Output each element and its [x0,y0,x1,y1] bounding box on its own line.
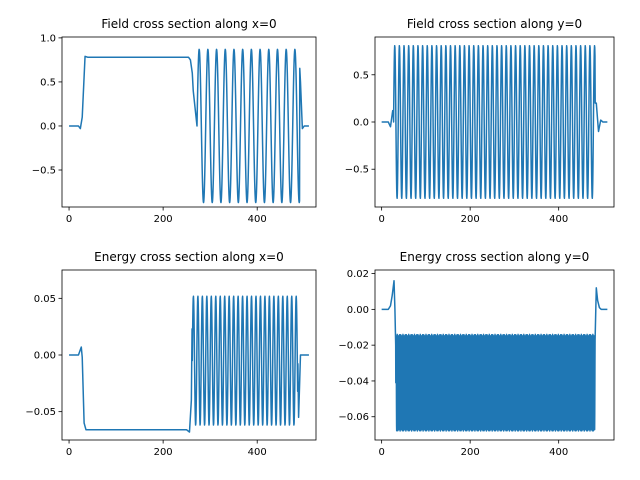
x-tick-label: 0 [66,214,72,225]
y-tick-label: −0.5 [32,166,56,177]
series-line-1 [68,48,310,204]
series-line-1 [381,44,608,200]
x-tick-label: 0 [378,214,384,225]
x-tick-label: 400 [248,447,267,458]
x-tick-label: 400 [549,447,568,458]
y-tick-label: 1.0 [40,33,56,44]
y-tick-label: 0.00 [347,305,369,316]
x-tick-label: 200 [154,214,173,225]
x-tick-label: 200 [154,447,173,458]
y-tick-label: 0.0 [40,121,56,132]
chart-title: Field cross section along x=0 [101,17,276,31]
chart-title: Field cross section along y=0 [407,17,582,31]
y-tick-label: 0.02 [347,269,369,280]
chart-panel-2: 0 200 400 −0.5 0.0 0.5 Field cross section alo… [345,17,615,225]
y-tick-label: −0.02 [338,341,369,352]
y-tick-label: 0.00 [34,351,56,362]
y-tick-label: −0.5 [345,165,369,176]
y-tick-label: 0.0 [353,118,369,129]
chart-panel-4: 0 200 400 −0.06 −0.04 −0.02 0.00 0.02 Energy cro… [338,250,615,458]
chart-title: Energy cross section along x=0 [94,250,284,264]
y-tick-label: 0.5 [353,70,369,81]
x-tick-label: 400 [549,214,568,225]
axes-frame [374,269,615,441]
x-tick-label: 200 [461,214,480,225]
chart-panel-3: 0 200 400 −0.05 0.00 0.05 Energy cross section… [25,250,317,458]
x-tick-label: 0 [66,447,72,458]
series-line-1 [68,295,310,433]
y-tick-label: −0.05 [25,407,56,418]
y-tick-label: 0.05 [34,294,56,305]
chart-panel-1: 0 200 400 −0.5 0.0 0.5 1.0 Field cross section … [32,17,317,225]
y-tick-label: −0.06 [338,412,369,423]
y-tick-label: −0.04 [338,376,369,387]
series-line-1 [381,279,608,432]
x-tick-label: 200 [461,447,480,458]
axes-frame [61,36,317,208]
x-tick-label: 400 [248,214,267,225]
chart-title: Energy cross section along y=0 [400,250,590,264]
y-tick-label: 0.5 [40,77,56,88]
x-tick-label: 0 [378,447,384,458]
